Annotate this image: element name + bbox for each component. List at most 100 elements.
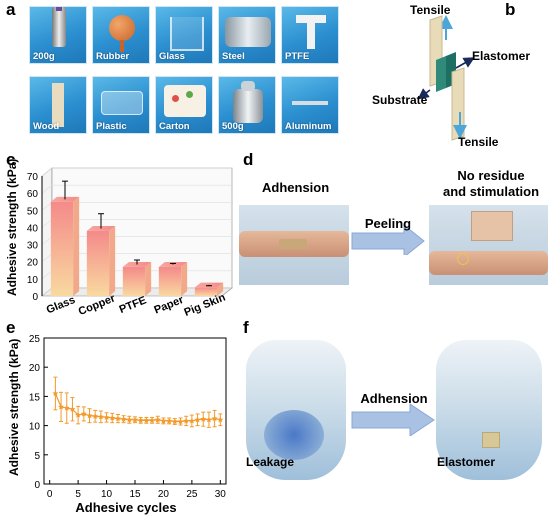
- tile-steel: Steel: [218, 6, 276, 64]
- c-category-label: PTFE: [118, 294, 149, 316]
- panel-label-f: f: [243, 318, 249, 337]
- d-photo-adhesion: [239, 205, 349, 285]
- tile-500g: 500g: [218, 76, 276, 134]
- e-data-point: [58, 403, 65, 410]
- d-right-title-2: and stimulation: [442, 184, 540, 199]
- carton-dot-icon: [172, 95, 179, 102]
- f-left-label: Leakage: [246, 455, 295, 469]
- c-bar-side: [109, 226, 116, 296]
- c-side-wall: [41, 167, 53, 297]
- tile-label: 500g: [222, 121, 244, 132]
- tile-label: Plastic: [96, 121, 127, 132]
- c-gridline: [41, 167, 53, 177]
- c-bar-side: [73, 196, 80, 296]
- e-plot-area: 0 5 10 15 20 25 0 5 10 15 20 25 30: [29, 334, 227, 500]
- d-photo-peeled: [429, 205, 548, 285]
- e-data-point: [97, 413, 104, 420]
- wood-stick-icon: [52, 83, 64, 127]
- c-ytick-label: 70: [27, 172, 39, 183]
- e-data-point: [154, 416, 161, 423]
- e-data-point: [80, 410, 87, 417]
- e-xtick-label: 30: [215, 489, 227, 500]
- weight-200g-icon: [52, 7, 66, 47]
- e-data-point: [109, 414, 116, 421]
- substrate-pointer: [417, 88, 431, 100]
- e-data-point: [143, 417, 150, 423]
- substrate-label: Substrate: [372, 93, 428, 107]
- e-data-point: [75, 411, 82, 418]
- f-right-label: Elastomer: [437, 455, 496, 469]
- elastomer-patch: [482, 432, 500, 448]
- tile-label: Carton: [159, 121, 190, 132]
- e-data-point: [92, 413, 99, 419]
- e-data-point: [63, 404, 70, 411]
- carton-cup-icon: [164, 85, 206, 117]
- e-data-point: [69, 406, 76, 412]
- c-gridline: [41, 202, 53, 211]
- e-ytick-label: 0: [34, 480, 40, 491]
- c-bar: [86, 230, 110, 296]
- c-gridline: [41, 253, 53, 262]
- tile-ptfe: PTFE: [281, 6, 339, 64]
- e-data-point: [86, 412, 93, 419]
- e-data-point: [194, 416, 201, 423]
- c-bar-side: [181, 262, 188, 296]
- f-photo-elastomer: [436, 340, 542, 480]
- e-ytick-label: 15: [29, 392, 41, 403]
- tile-rubber: Rubber: [92, 6, 150, 64]
- e-data-point: [149, 417, 156, 423]
- f-arrow-label: Adhension: [360, 391, 427, 406]
- e-data-point: [217, 416, 224, 423]
- c-bar-top: [158, 262, 188, 267]
- e-data-point: [160, 417, 167, 424]
- e-xtick-label: 25: [186, 489, 198, 500]
- c-category-label: Glass: [45, 294, 77, 316]
- tensile-bottom-label: Tensile: [458, 135, 499, 149]
- e-data-point: [137, 417, 144, 423]
- e-data-point: [205, 416, 212, 423]
- c-ylabel: Adhesive strength (kPa): [5, 159, 19, 296]
- plastic-cup-icon: [101, 91, 143, 115]
- e-data-point: [120, 415, 127, 422]
- c-ytick-label: 40: [27, 223, 39, 234]
- ptfe-stem-icon: [307, 21, 315, 49]
- e-data-point: [126, 416, 133, 423]
- c-bar: [50, 201, 74, 296]
- c-ytick-label: 60: [27, 189, 39, 200]
- leak-stain-image: [264, 410, 324, 460]
- e-data-point: [200, 415, 207, 422]
- tile-label: 200g: [33, 51, 55, 62]
- d-left-title: Adhension: [262, 180, 330, 195]
- panel-label-e: e: [6, 318, 16, 337]
- e-data-point: [131, 416, 139, 423]
- e-xtick-label: 15: [129, 489, 141, 500]
- e-xtick-label: 5: [75, 489, 81, 500]
- e-data-point: [183, 417, 190, 424]
- panel-label-c: c: [6, 150, 16, 169]
- panel-label-a: a: [6, 0, 16, 19]
- c-bar-top: [122, 262, 152, 267]
- d-peeling-arrow: Peeling: [351, 216, 425, 255]
- panel-b-schematic: Tensile Elastomer Substrate Tensile: [372, 3, 530, 149]
- e-xtick-label: 0: [47, 489, 53, 500]
- zoom-inset-image: [471, 211, 513, 241]
- tile-label: Wood: [33, 121, 60, 132]
- tensile-top-label: Tensile: [410, 3, 451, 17]
- e-data-point: [177, 418, 184, 425]
- c-ytick-label: 50: [27, 206, 39, 217]
- steel-cylinder-icon: [225, 17, 271, 47]
- e-data-point: [103, 414, 110, 421]
- rubber-stem-icon: [120, 40, 124, 52]
- e-data-point: [211, 415, 218, 422]
- c-gridline: [41, 287, 53, 297]
- glass-beaker-icon: [170, 17, 204, 51]
- zoom-circle-icon: [457, 253, 469, 265]
- e-data-point: [171, 418, 178, 425]
- weight-500g-icon: [233, 89, 263, 123]
- tile-glass: Glass: [155, 6, 213, 64]
- tile-label: Rubber: [96, 51, 130, 62]
- panel-c-chart: Adhesive strength (kPa) 0 10 20 30 40 50 60 70 G…: [5, 159, 233, 318]
- rubber-bulb-icon: [109, 15, 135, 41]
- aluminum-sheet-icon: [292, 101, 328, 105]
